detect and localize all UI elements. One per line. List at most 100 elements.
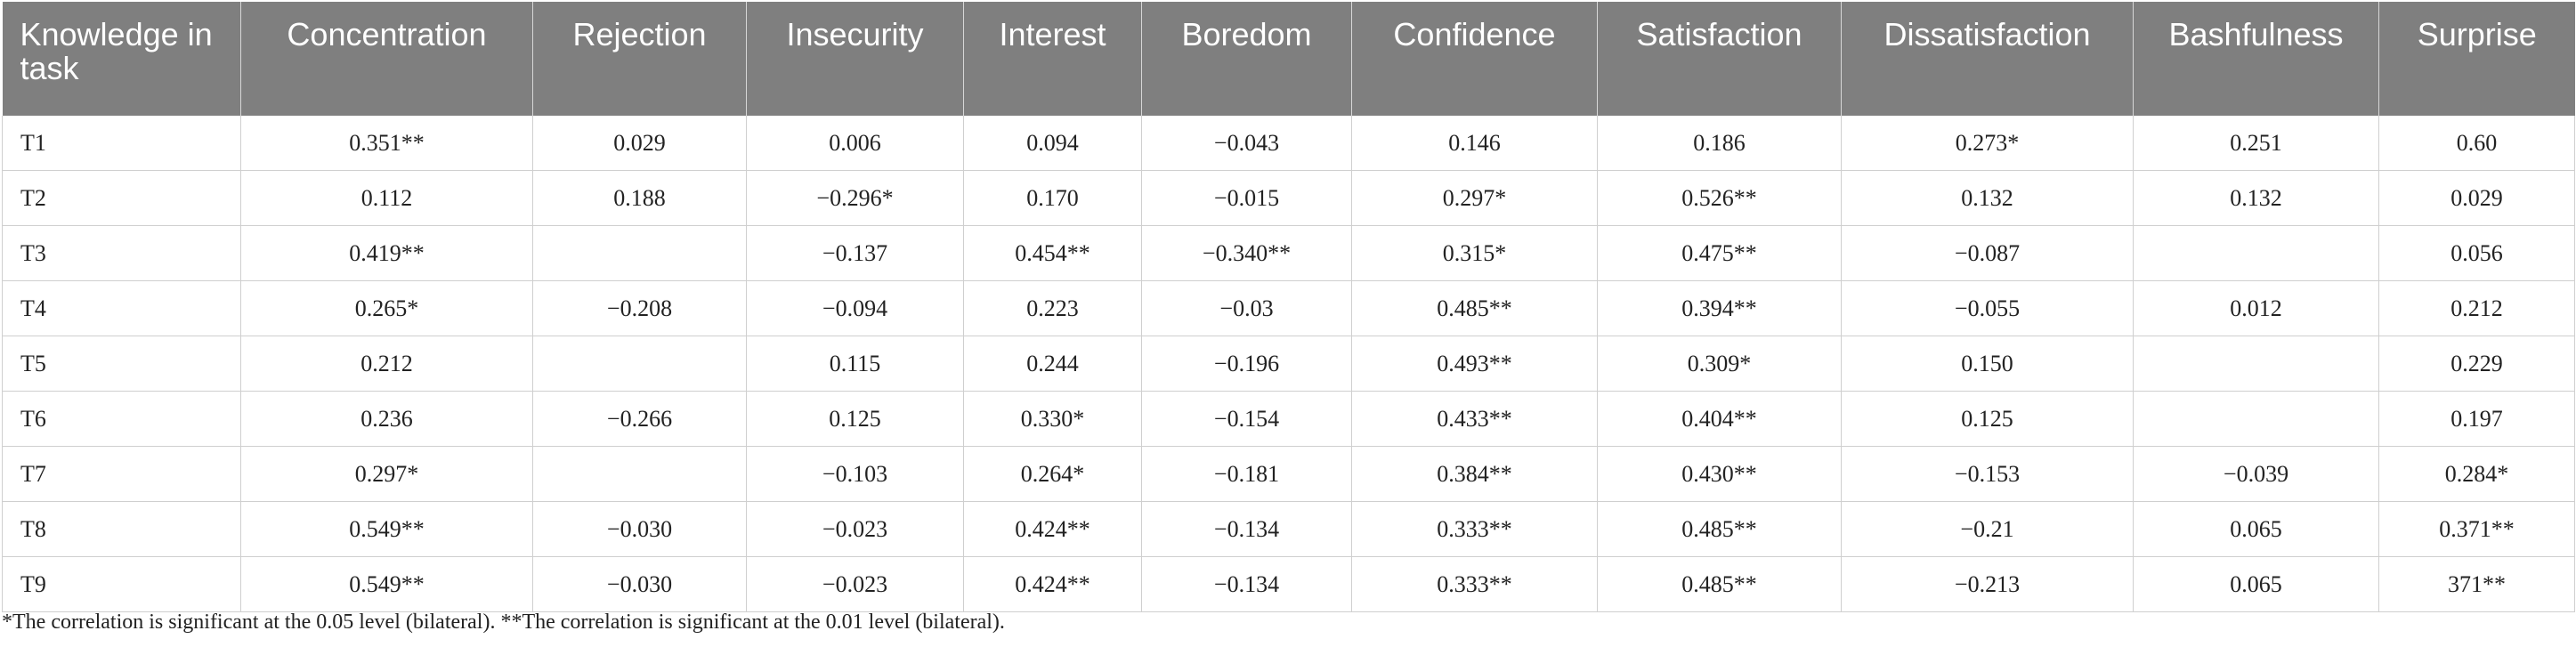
table-cell: −0.134 (1141, 556, 1352, 612)
table-cell: 0.125 (746, 391, 964, 447)
column-header: Concentration (240, 2, 533, 116)
table-cell: 0.132 (1841, 170, 2134, 226)
row-label: T1 (2, 116, 241, 171)
table-cell: 0.404** (1597, 391, 1842, 447)
column-header: Confidence (1351, 2, 1598, 116)
table-cell: −0.181 (1141, 446, 1352, 502)
table-row: T2 0.112 0.188 −0.296* 0.170 −0.015 0.297* 0.52… (2, 170, 2575, 226)
table-cell: −0.023 (746, 556, 964, 612)
table-cell: −0.030 (532, 501, 747, 557)
table-cell (2133, 391, 2379, 447)
column-header: Surprise (2378, 2, 2575, 116)
table-cell: 0.309* (1597, 336, 1842, 392)
column-header: Interest (963, 2, 1142, 116)
row-label: T5 (2, 336, 241, 392)
table-cell: 371** (2378, 556, 2575, 612)
table-body: T1 0.351** 0.029 0.006 0.094 −0.043 0.146 0.186… (2, 116, 2575, 612)
table-cell: −0.094 (746, 280, 964, 336)
table-cell: 0.170 (963, 170, 1142, 226)
table-cell: 0.244 (963, 336, 1142, 392)
row-label: T4 (2, 280, 241, 336)
table-cell: 0.273* (1841, 116, 2134, 171)
table-cell: 0.60 (2378, 116, 2575, 171)
table-row: T1 0.351** 0.029 0.006 0.094 −0.043 0.146 0.186… (2, 116, 2575, 171)
table-cell: 0.430** (1597, 446, 1842, 502)
table-cell (2133, 225, 2379, 281)
table-cell: 0.549** (240, 501, 533, 557)
column-header: Dissatisfaction (1841, 2, 2134, 116)
table-cell: 0.549** (240, 556, 533, 612)
table-cell: 0.188 (532, 170, 747, 226)
table-cell: 0.029 (2378, 170, 2575, 226)
table-cell: 0.012 (2133, 280, 2379, 336)
table-cell: −0.103 (746, 446, 964, 502)
header-row: Knowledge in task Concentration Rejection I… (2, 2, 2575, 116)
table-cell: 0.212 (240, 336, 533, 392)
table-cell: 0.132 (2133, 170, 2379, 226)
table-cell: 0.112 (240, 170, 533, 226)
table-cell: −0.087 (1841, 225, 2134, 281)
table-cell: −0.015 (1141, 170, 1352, 226)
table-cell: −0.196 (1141, 336, 1352, 392)
table-cell: 0.150 (1841, 336, 2134, 392)
table-cell: 0.265* (240, 280, 533, 336)
table-cell: 0.297* (1351, 170, 1598, 226)
table-cell: −0.039 (2133, 446, 2379, 502)
table-cell: 0.264* (963, 446, 1142, 502)
table-cell: 0.284* (2378, 446, 2575, 502)
table-cell (532, 446, 747, 502)
row-label: T3 (2, 225, 241, 281)
table-cell: 0.056 (2378, 225, 2575, 281)
table-cell: −0.296* (746, 170, 964, 226)
table-cell: 0.212 (2378, 280, 2575, 336)
column-header: Rejection (532, 2, 747, 116)
table-cell: 0.251 (2133, 116, 2379, 171)
table-cell: 0.065 (2133, 501, 2379, 557)
table-row: T3 0.419** −0.137 0.454** −0.340** 0.315* 0.47… (2, 225, 2575, 281)
row-label: T2 (2, 170, 241, 226)
table-cell: 0.146 (1351, 116, 1598, 171)
row-label: T7 (2, 446, 241, 502)
table-cell (532, 225, 747, 281)
table-cell (532, 336, 747, 392)
table-cell: −0.043 (1141, 116, 1352, 171)
correlation-table-container: Knowledge in task Concentration Rejection I… (2, 2, 2575, 612)
table-cell: 0.485** (1597, 556, 1842, 612)
table-cell: 0.424** (963, 501, 1142, 557)
column-header: Satisfaction (1597, 2, 1842, 116)
table-row: T8 0.549** −0.030 −0.023 0.424** −0.134 0.333*… (2, 501, 2575, 557)
table-cell: 0.371** (2378, 501, 2575, 557)
table-cell: 0.424** (963, 556, 1142, 612)
table-cell: 0.297* (240, 446, 533, 502)
table-cell: −0.154 (1141, 391, 1352, 447)
table-cell: −0.340** (1141, 225, 1352, 281)
table-cell: 0.125 (1841, 391, 2134, 447)
table-cell: 0.197 (2378, 391, 2575, 447)
table-cell: 0.115 (746, 336, 964, 392)
table-row: T4 0.265* −0.208 −0.094 0.223 −0.03 0.485** 0.3… (2, 280, 2575, 336)
table-row: T7 0.297* −0.103 0.264* −0.181 0.384** 0.430**… (2, 446, 2575, 502)
table-cell: −0.213 (1841, 556, 2134, 612)
table-cell: −0.030 (532, 556, 747, 612)
table-cell: −0.153 (1841, 446, 2134, 502)
table-cell: −0.266 (532, 391, 747, 447)
table-cell: 0.394** (1597, 280, 1842, 336)
column-header: Knowledge in task (2, 2, 241, 116)
table-cell (2133, 336, 2379, 392)
column-header: Insecurity (746, 2, 964, 116)
table-cell: 0.419** (240, 225, 533, 281)
table-cell: 0.433** (1351, 391, 1598, 447)
row-label: T6 (2, 391, 241, 447)
table-cell: 0.223 (963, 280, 1142, 336)
table-cell: 0.384** (1351, 446, 1598, 502)
table-cell: −0.208 (532, 280, 747, 336)
table-row: T9 0.549** −0.030 −0.023 0.424** −0.134 0.333*… (2, 556, 2575, 612)
table-cell: 0.065 (2133, 556, 2379, 612)
table-cell: 0.454** (963, 225, 1142, 281)
table-cell: −0.21 (1841, 501, 2134, 557)
table-cell: −0.134 (1141, 501, 1352, 557)
table-cell: 0.333** (1351, 556, 1598, 612)
table-cell: 0.526** (1597, 170, 1842, 226)
table-cell: −0.055 (1841, 280, 2134, 336)
table-cell: 0.236 (240, 391, 533, 447)
